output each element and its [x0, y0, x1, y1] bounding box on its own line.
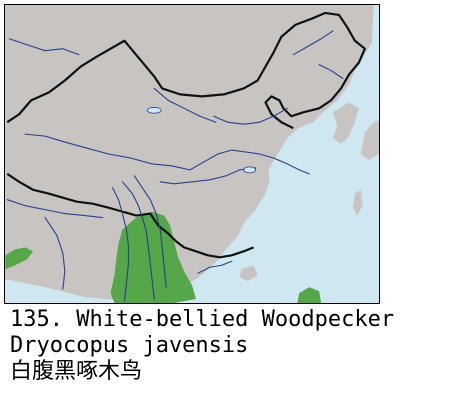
range-area-southeast	[297, 287, 322, 303]
range-map-svg	[5, 5, 379, 303]
species-number-title: 135. White-bellied Woodpecker	[10, 307, 395, 332]
taiwan-island	[352, 189, 363, 216]
lake-2	[243, 166, 256, 174]
range-map	[4, 4, 380, 304]
chinese-name: 白腹黑啄木鸟	[10, 359, 143, 384]
land-mass	[5, 5, 374, 302]
rivers	[6, 30, 344, 302]
eastern-islands	[360, 120, 379, 160]
scientific-name: Dryocopus javensis	[10, 333, 249, 358]
map-caption: 135. White-bellied Woodpecker Dryocopus …	[10, 307, 465, 385]
range-area-west	[5, 247, 34, 270]
range-area-indochina	[110, 211, 196, 303]
hainan-island	[239, 265, 258, 282]
southwest-border	[6, 172, 254, 259]
korean-peninsula	[333, 102, 359, 145]
lake-1	[146, 106, 162, 114]
national-border	[6, 11, 366, 130]
